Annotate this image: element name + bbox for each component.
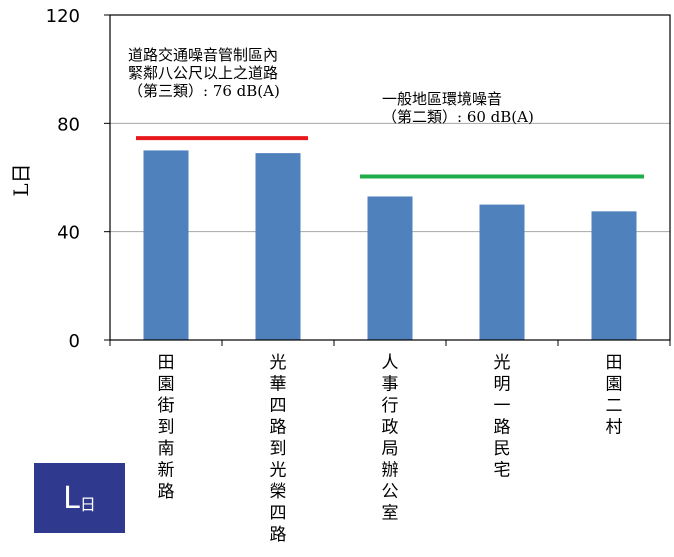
x-category-label: 人事行政局辦公室 — [382, 353, 399, 524]
bar — [591, 211, 637, 340]
x-category-label: 田園二村 — [606, 353, 623, 438]
y-tick-label: 80 — [57, 114, 80, 135]
plot-frame — [109, 14, 671, 341]
bar — [255, 153, 301, 340]
reference-line-annotation: 道路交通噪音管制區內緊鄰八公尺以上之道路（第三類）: 76 dB(A) — [128, 46, 280, 100]
y-tick-label: 120 — [46, 6, 80, 27]
y-axis-label: L日 — [9, 163, 33, 196]
y-tick-label: 0 — [69, 331, 80, 352]
reference-line-annotation: 一般地區環境噪音（第二類）: 60 dB(A) — [382, 90, 534, 126]
y-tick-label: 40 — [57, 223, 80, 244]
badge-main-text: L — [63, 480, 80, 516]
bar — [143, 150, 189, 340]
x-category-label: 光明一路民宅 — [494, 353, 511, 481]
bar — [479, 204, 525, 340]
x-category-label: 光華四路到光榮四路 — [270, 353, 287, 545]
bar — [367, 196, 413, 340]
l-day-badge: L 日 — [34, 463, 125, 533]
badge-sub-text: 日 — [79, 495, 96, 514]
x-category-label: 田園街到南新路 — [158, 353, 175, 502]
